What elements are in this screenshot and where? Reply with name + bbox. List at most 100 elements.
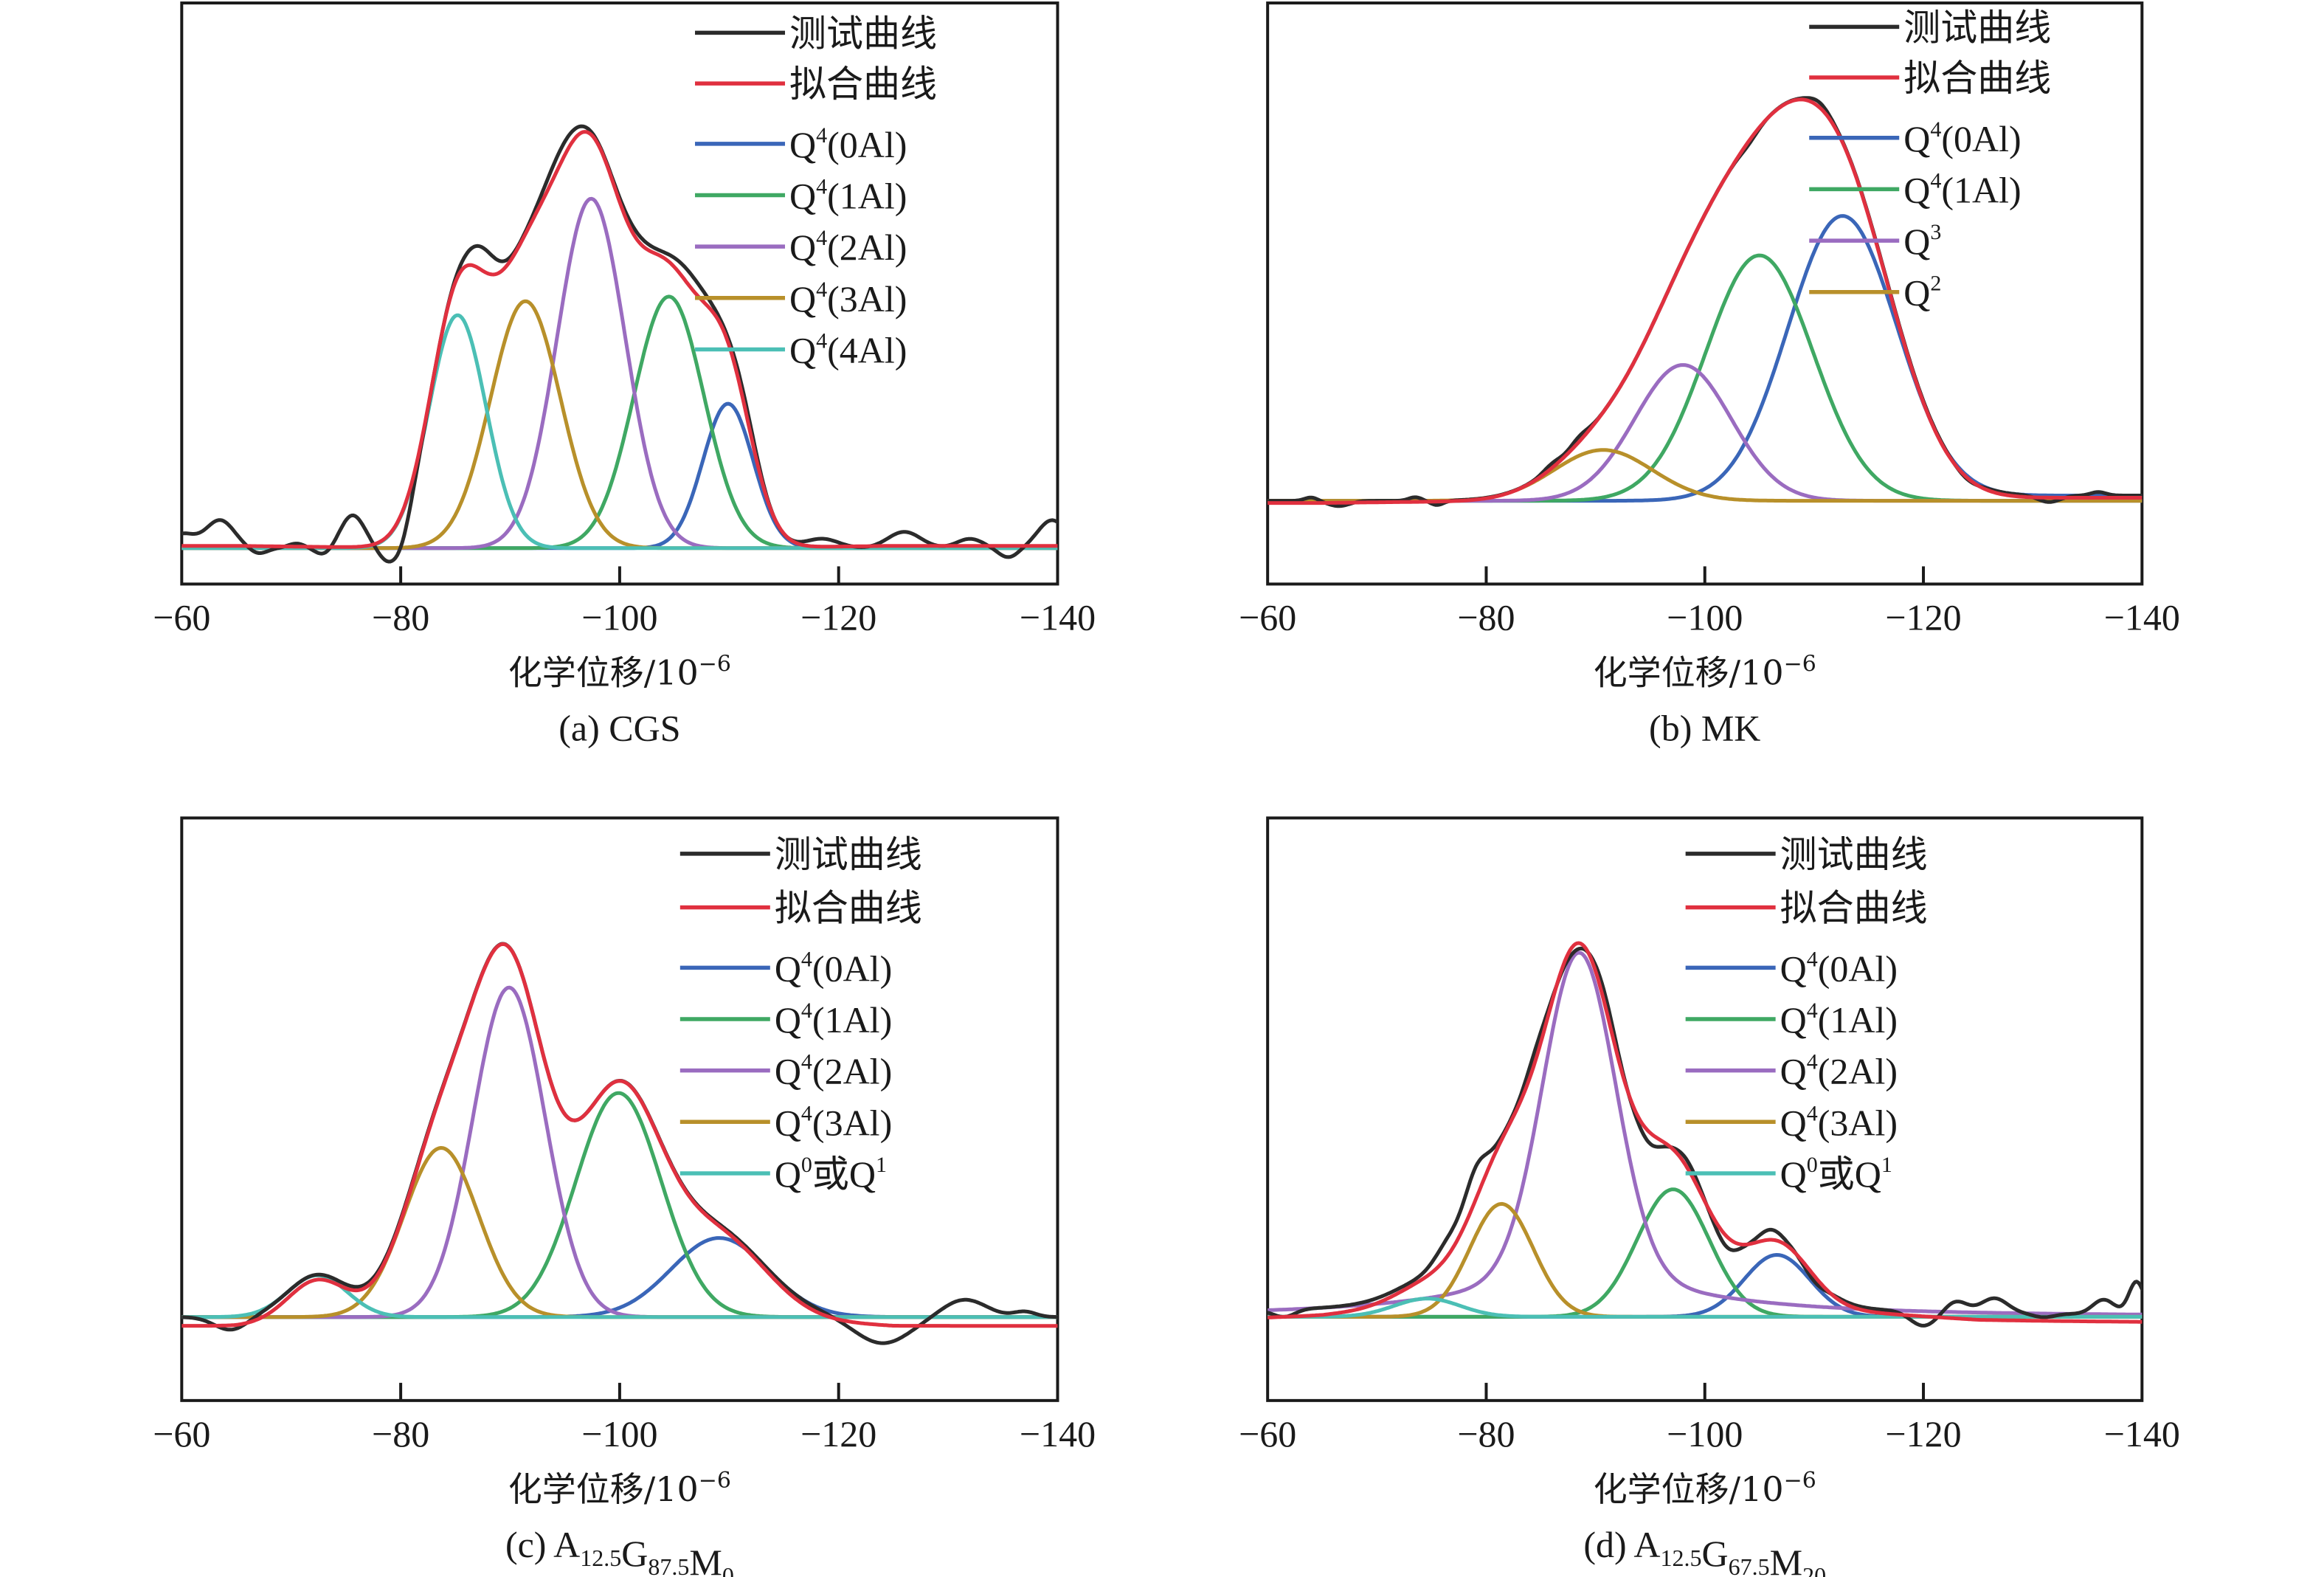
legend-item: Q0或Q1 [679,1153,887,1195]
test-curve [1268,946,2143,1328]
x-axis-label: 化学位移/10−6 [1594,1468,1816,1509]
legend-label: Q0或Q1 [1780,1153,1892,1195]
legend-label: Q4(1Al) [789,174,907,216]
legend-label: 测试曲线 [775,834,922,875]
legend-item: 测试曲线 [695,13,937,54]
legend-label: 拟合曲线 [1780,888,1928,929]
x-tick-label: −100 [1667,1413,1743,1455]
panel-a: −60 −80 −100 −120 −140 化学位移/10−6 (a) CGS 测试曲线拟合… [153,1,1096,748]
x-tick-label: −60 [1239,1413,1296,1455]
panel-c: −60 −80 −100 −120 −140 化学位移/10−6 (c) A12.5G87.… [153,816,1096,1577]
legend-item: Q4(3Al) [1685,1101,1898,1143]
x-tick-label: −140 [2104,1413,2180,1455]
plot-frame [1266,816,2144,1402]
legend-label: 拟合曲线 [789,63,937,105]
component-curve-q4-2al [181,985,1058,1319]
legend-item: Q4(0Al) [1809,117,2022,159]
legend-item: Q4(0Al) [695,123,907,165]
legend-label: Q2 [1903,272,1941,314]
legend-label: Q4(0Al) [775,947,892,989]
legend-label: Q4(0Al) [1903,117,2021,159]
test-curve [181,124,1058,564]
fit-curve [1268,941,2143,1324]
x-axis-label: 化学位移/10−6 [1594,651,1816,692]
curves [1268,941,2143,1328]
legend-label: Q4(2Al) [789,226,907,268]
x-tick-label: −100 [581,596,657,638]
legend-label: Q4(3Al) [1780,1101,1898,1143]
panel-b: −60 −80 −100 −120 −140 化学位移/10−6 (b) MK 测试曲线拟合曲… [1239,1,2180,748]
legend-label: 测试曲线 [789,13,937,54]
legend-item: Q4(0Al) [1685,947,1898,989]
legend-label: Q0或Q1 [775,1153,887,1195]
legend-item: Q4(1Al) [695,174,907,216]
legend-label: Q4(3Al) [789,277,907,320]
x-tick-label: −140 [2104,596,2180,638]
panel-d: −60 −80 −100 −120 −140 化学位移/10−6 (d) A12.5G67.… [1239,816,2180,1577]
panel-caption: (b) MK [1649,707,1760,748]
x-tick-label: −80 [1457,596,1515,638]
legend-item: Q4(1Al) [1685,998,1898,1041]
curves [1268,96,2143,508]
x-tick-label: −60 [1239,596,1296,638]
x-tick-label: −120 [800,596,876,638]
curves [181,942,1058,1345]
legend-item: Q4(4Al) [695,328,907,370]
component-curve-q4-2al [1268,950,2143,1317]
x-tick-label: −80 [372,596,429,638]
legend-item: Q0或Q1 [1685,1153,1892,1195]
legend-item: Q4(3Al) [695,277,907,320]
x-tick-label: −80 [1457,1413,1515,1455]
fit-curve [1268,97,2143,505]
legend-label: Q4(1Al) [1903,168,2021,210]
x-axis-label: 化学位移/10−6 [508,1468,731,1509]
legend-label: Q4(2Al) [775,1050,892,1092]
legend-label: 拟合曲线 [775,888,922,929]
legend-item: Q4(1Al) [679,998,892,1041]
legend-label: Q4(1Al) [1780,998,1898,1041]
panel-caption: (d) A12.5G67.5M20 [1583,1524,1826,1577]
component-curve-q4-3al [181,1146,1058,1319]
legend-item: 测试曲线 [1685,834,1928,875]
legend-item: Q4(2Al) [679,1050,892,1092]
legend-item: 拟合曲线 [679,888,922,929]
legend-label: Q4(4Al) [789,328,907,370]
legend-label: Q4(0Al) [789,123,907,165]
legend-item: 测试曲线 [679,834,922,875]
legend-item: Q4(2Al) [1685,1050,1898,1092]
panel-caption: (c) A12.5G87.5M0 [505,1524,734,1577]
plot-frame [180,816,1059,1402]
component-curve-q4-1al [1268,1187,2143,1319]
component-curve-q4-4al [181,313,1058,551]
legend-label: Q4(1Al) [775,998,892,1041]
legend-label: Q3 [1903,220,1941,262]
legend-label: 测试曲线 [1780,834,1928,875]
legend-label: 拟合曲线 [1903,58,2051,99]
legend-item: Q4(2Al) [695,226,907,268]
legend-item: Q4(0Al) [679,947,892,989]
x-tick-label: −100 [581,1413,657,1455]
legend-item: Q2 [1809,272,1941,314]
fit-curve [181,942,1058,1328]
legend-item: 拟合曲线 [1809,58,2051,99]
panel-caption: (a) CGS [558,707,680,748]
x-tick-label: −120 [1885,596,1961,638]
x-tick-label: −100 [1667,596,1743,638]
legend-label: 测试曲线 [1903,7,2051,48]
x-tick-label: −140 [1020,1413,1096,1455]
legend-label: Q4(2Al) [1780,1050,1898,1092]
x-tick-label: −80 [372,1413,429,1455]
fit-curve [181,130,1058,549]
legend-item: Q4(1Al) [1809,168,2022,210]
x-axis-label: 化学位移/10−6 [508,651,731,692]
test-curve [181,942,1058,1345]
component-curve-q4-0al [181,401,1058,551]
legend-label: Q4(0Al) [1780,947,1898,989]
x-tick-label: −120 [1885,1413,1961,1455]
component-curve-q0q1 [1268,1297,2143,1319]
